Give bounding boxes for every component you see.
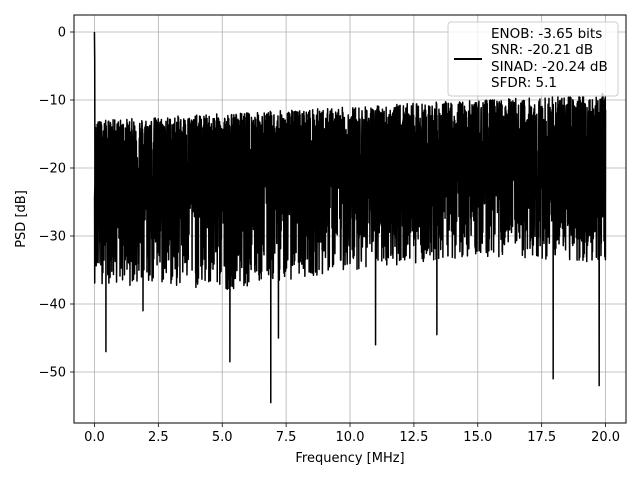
- legend: ENOB: -3.65 bits SNR: -20.21 dB SINAD: -…: [447, 21, 619, 97]
- psd-trace-group: [93, 31, 607, 404]
- y-tick-label: 0: [58, 26, 66, 41]
- legend-entry-line-4: SFDR: 5.1: [491, 75, 557, 91]
- x-axis-ticks: 0.0 2.5 5.0 7.5 10.0 12.5 15.0 17.5 20.0: [84, 423, 620, 445]
- x-tick-label: 17.5: [527, 430, 556, 445]
- y-tick-label: −20: [39, 162, 66, 177]
- x-tick-label: 5.0: [212, 430, 233, 445]
- legend-entry-line-2: SNR: -20.21 dB: [491, 42, 593, 58]
- legend-entry-line-1: ENOB: -3.65 bits: [491, 26, 602, 42]
- x-tick-label: 20.0: [591, 430, 620, 445]
- y-axis-ticks: 0 −10 −20 −30 −40 −50: [39, 26, 74, 381]
- psd-trace-line: [93, 31, 607, 404]
- legend-box: [447, 21, 619, 97]
- legend-entry-line-3: SINAD: -20.24 dB: [491, 59, 608, 75]
- x-tick-label: 2.5: [148, 430, 169, 445]
- x-tick-label: 15.0: [463, 430, 492, 445]
- x-tick-label: 0.0: [84, 430, 105, 445]
- y-tick-label: −30: [39, 230, 66, 245]
- x-tick-label: 7.5: [276, 430, 297, 445]
- y-tick-label: −10: [39, 94, 66, 109]
- y-axis-label: PSD [dB]: [14, 190, 29, 248]
- y-tick-label: −40: [39, 298, 66, 313]
- y-tick-label: −50: [39, 366, 66, 381]
- x-tick-label: 10.0: [336, 430, 365, 445]
- x-tick-label: 12.5: [399, 430, 428, 445]
- x-axis-label: Frequency [MHz]: [295, 451, 404, 466]
